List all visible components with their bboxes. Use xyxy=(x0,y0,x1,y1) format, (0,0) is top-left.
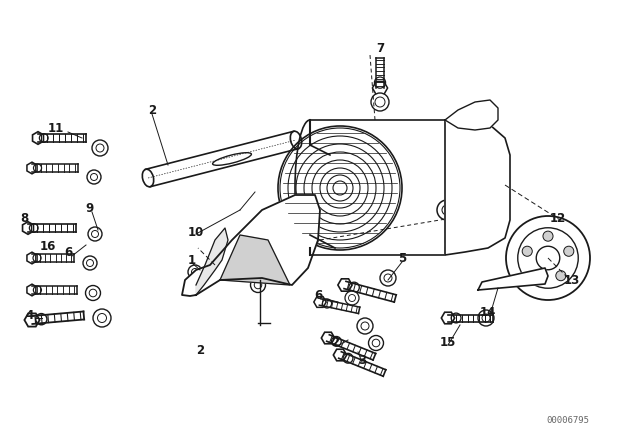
Text: 6: 6 xyxy=(314,289,322,302)
Ellipse shape xyxy=(212,153,252,165)
Text: 2: 2 xyxy=(196,344,204,357)
Circle shape xyxy=(371,93,389,111)
Text: 15: 15 xyxy=(440,336,456,349)
Text: 1: 1 xyxy=(188,254,196,267)
Text: 13: 13 xyxy=(564,273,580,287)
Circle shape xyxy=(485,107,495,117)
Circle shape xyxy=(437,200,457,220)
Circle shape xyxy=(543,231,553,241)
Circle shape xyxy=(475,103,485,113)
Polygon shape xyxy=(27,252,37,264)
Circle shape xyxy=(357,318,373,334)
Polygon shape xyxy=(196,228,228,295)
Circle shape xyxy=(345,291,359,305)
Polygon shape xyxy=(445,118,510,255)
Text: 12: 12 xyxy=(550,211,566,224)
Polygon shape xyxy=(372,82,388,95)
Circle shape xyxy=(369,336,383,350)
Circle shape xyxy=(530,271,540,281)
Polygon shape xyxy=(314,297,326,307)
Ellipse shape xyxy=(291,131,301,149)
Circle shape xyxy=(459,109,471,121)
Polygon shape xyxy=(442,312,454,324)
Circle shape xyxy=(92,140,108,156)
Polygon shape xyxy=(445,100,498,130)
Text: 9: 9 xyxy=(86,202,94,215)
Circle shape xyxy=(87,170,101,184)
Polygon shape xyxy=(24,314,40,327)
Polygon shape xyxy=(33,132,44,144)
Polygon shape xyxy=(27,284,37,296)
Circle shape xyxy=(93,309,111,327)
Circle shape xyxy=(564,246,574,256)
Circle shape xyxy=(283,208,297,222)
Circle shape xyxy=(478,310,494,326)
Text: 00006795: 00006795 xyxy=(547,415,589,425)
Polygon shape xyxy=(22,222,33,234)
Circle shape xyxy=(86,285,100,301)
Text: 5: 5 xyxy=(398,251,406,264)
Circle shape xyxy=(188,265,202,279)
Polygon shape xyxy=(182,195,320,296)
Circle shape xyxy=(250,277,266,293)
Circle shape xyxy=(522,246,532,256)
Text: 8: 8 xyxy=(20,211,28,224)
Polygon shape xyxy=(338,279,352,291)
Text: 2: 2 xyxy=(331,336,339,349)
Text: 6: 6 xyxy=(64,246,72,258)
Circle shape xyxy=(556,271,566,281)
Polygon shape xyxy=(220,235,290,285)
Ellipse shape xyxy=(142,169,154,187)
Text: 16: 16 xyxy=(40,240,56,253)
Text: 2: 2 xyxy=(148,103,156,116)
Polygon shape xyxy=(27,162,37,174)
Text: 14: 14 xyxy=(480,306,496,319)
Polygon shape xyxy=(333,349,347,361)
Circle shape xyxy=(83,256,97,270)
Circle shape xyxy=(88,227,102,241)
Circle shape xyxy=(380,270,396,286)
Circle shape xyxy=(506,216,590,300)
Text: 3: 3 xyxy=(358,353,366,366)
Circle shape xyxy=(302,232,318,248)
Text: 7: 7 xyxy=(376,42,384,55)
Text: 10: 10 xyxy=(188,225,204,238)
Text: 4: 4 xyxy=(26,309,34,322)
Text: 11: 11 xyxy=(48,121,64,134)
Polygon shape xyxy=(478,268,548,290)
Polygon shape xyxy=(321,332,335,344)
